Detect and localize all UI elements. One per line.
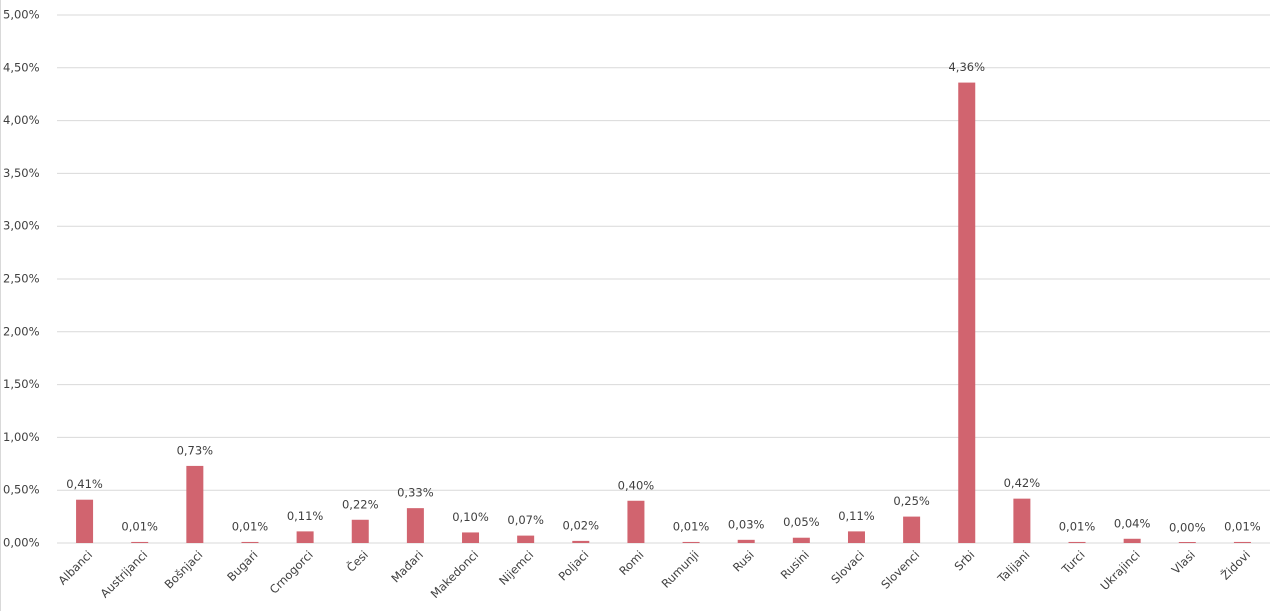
y-tick-label: 0,00% (3, 536, 40, 550)
bar (792, 537, 810, 543)
bar (903, 516, 921, 543)
bar (462, 532, 480, 543)
data-label: 0,05% (783, 515, 820, 529)
x-tick-label: Bugari (224, 548, 260, 584)
data-label: 0,73% (177, 443, 214, 457)
bar (406, 508, 424, 543)
x-tick-label: Nijemci (496, 548, 536, 588)
data-label: 0,07% (507, 513, 544, 527)
x-tick-label: Romi (616, 548, 646, 578)
y-tick-label: 3,00% (3, 219, 40, 233)
bar (958, 82, 976, 544)
x-tick-label: Slovaci (828, 548, 867, 587)
x-tick-label: Mađari (388, 548, 426, 586)
data-label: 0,01% (673, 519, 710, 533)
data-label: 0,00% (1169, 521, 1206, 535)
x-tick-label: Rusi (730, 548, 757, 575)
y-tick-label: 2,50% (3, 272, 40, 286)
x-tick-label: Talijani (994, 548, 1032, 586)
data-label: 0,25% (893, 494, 930, 508)
x-tick-label: Bošnjaci (162, 548, 206, 592)
bar (682, 541, 700, 543)
bar (296, 531, 314, 543)
data-label: 0,01% (232, 519, 269, 533)
x-tick-label: Austrijanci (98, 548, 151, 601)
data-label: 0,42% (1004, 476, 1041, 490)
x-tick-label: Makedonci (428, 548, 481, 601)
data-label: 0,10% (452, 510, 489, 524)
x-tick-label: Crnogorci (267, 548, 316, 597)
bar (737, 539, 755, 543)
bar (1068, 541, 1086, 543)
data-label: 0,01% (1224, 519, 1261, 533)
bar (1123, 538, 1141, 543)
y-tick-label: 4,00% (3, 113, 40, 127)
x-tick-label: Česi (343, 547, 371, 575)
bar (1178, 542, 1196, 543)
x-tick-label: Poljaci (556, 548, 592, 584)
x-tick-label: Židovi (1217, 547, 1253, 583)
data-label: 0,04% (1114, 516, 1151, 530)
bar (1013, 498, 1031, 543)
bar (351, 519, 369, 543)
bar (1233, 541, 1251, 543)
y-tick-label: 1,00% (3, 430, 40, 444)
y-tick-label: 0,50% (3, 483, 40, 497)
x-tick-label: Rumunji (659, 548, 702, 591)
bar (186, 465, 204, 543)
data-label: 0,22% (342, 497, 379, 511)
data-label: 0,02% (563, 518, 600, 532)
data-label: 0,01% (121, 519, 158, 533)
x-tick-label: Rusini (778, 548, 812, 582)
bar (241, 541, 259, 543)
data-label: 0,33% (397, 486, 434, 500)
data-label: 0,03% (728, 517, 765, 531)
y-tick-label: 5,00% (3, 8, 40, 22)
data-label: 0,11% (287, 509, 324, 523)
y-tick-label: 1,50% (3, 377, 40, 391)
data-label: 4,36% (948, 60, 985, 74)
bar (517, 535, 535, 543)
x-tick-label: Ukrajinci (1097, 548, 1142, 593)
x-tick-label: Albanci (55, 548, 95, 588)
x-tick-label: Vlasi (1169, 548, 1198, 577)
data-label: 0,41% (66, 477, 103, 491)
data-label: 0,01% (1059, 519, 1096, 533)
bar (572, 540, 590, 543)
x-tick-label: Srbi (952, 548, 978, 574)
data-label: 0,40% (618, 478, 655, 492)
bar (627, 500, 645, 543)
bar (131, 541, 149, 543)
x-tick-label: Slovenci (878, 548, 922, 592)
y-tick-label: 2,00% (3, 324, 40, 338)
y-tick-label: 3,50% (3, 166, 40, 180)
x-tick-label: Turci (1058, 548, 1087, 577)
data-label: 0,11% (838, 509, 875, 523)
y-tick-label: 4,50% (3, 60, 40, 74)
bar (76, 499, 94, 543)
bar (847, 531, 865, 543)
